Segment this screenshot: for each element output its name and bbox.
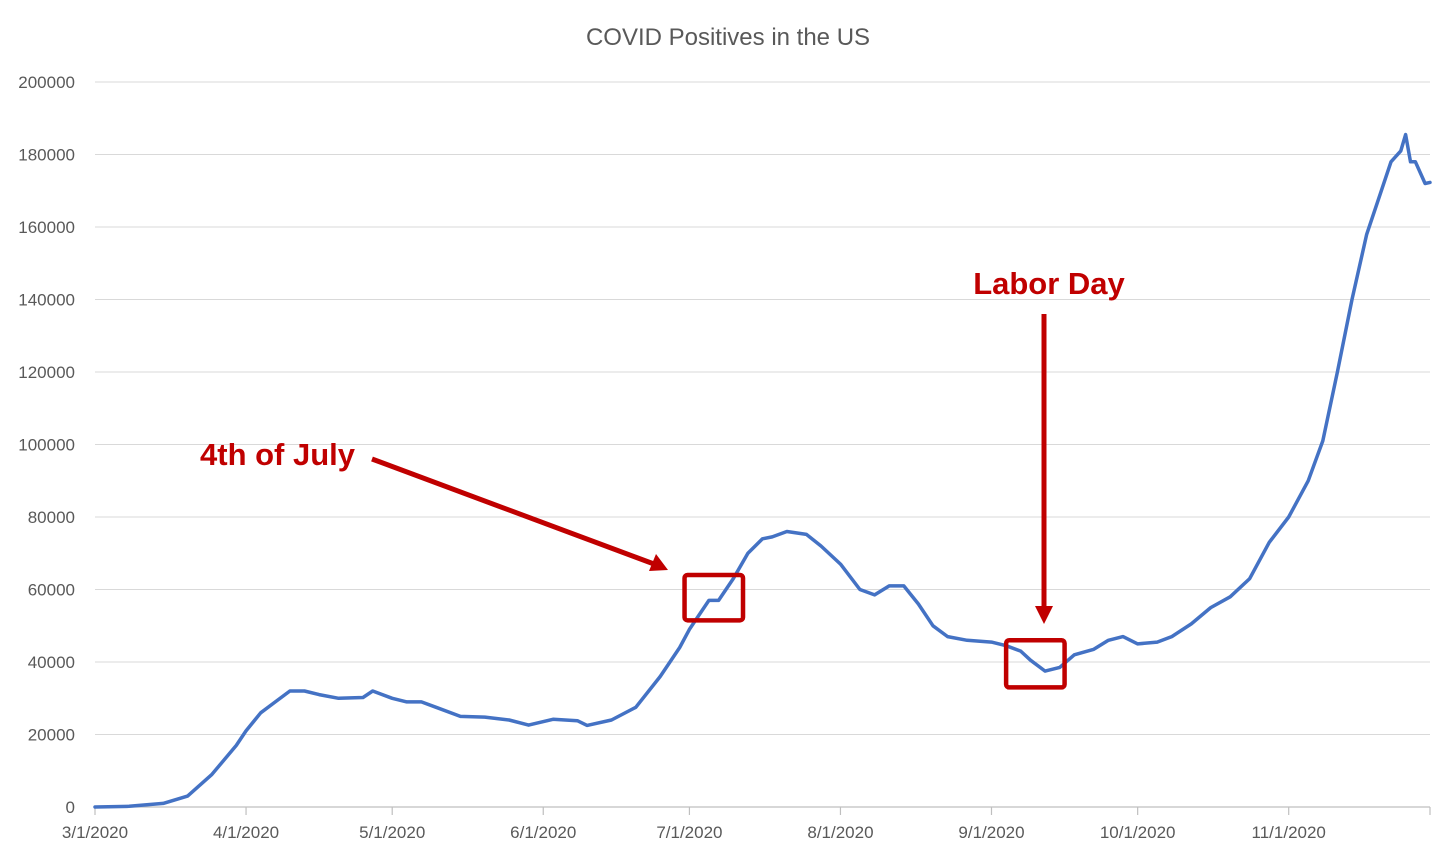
annotation-4th-of-july-label: 4th of July	[200, 437, 356, 472]
annotation-4th-of-july-box	[682, 572, 746, 623]
y-tick-label: 80000	[28, 508, 75, 527]
annotation-labor-day-arrowhead	[1035, 606, 1053, 624]
y-tick-label: 100000	[18, 436, 75, 455]
y-tick-label: 180000	[18, 146, 75, 165]
x-tick-label: 7/1/2020	[656, 823, 722, 842]
series-line	[93, 132, 1432, 809]
annotation-labor-day-box	[1003, 638, 1067, 690]
x-tick-label: 10/1/2020	[1100, 823, 1176, 842]
annotation-4th-of-july-arrow	[371, 456, 655, 567]
x-tick-label: 8/1/2020	[807, 823, 873, 842]
y-tick-label: 160000	[18, 218, 75, 237]
x-tick-label: 5/1/2020	[359, 823, 425, 842]
x-tick-label: 4/1/2020	[213, 823, 279, 842]
y-tick-labels: 0 20000 40000 60000 80000 100000 120000 140000 1…	[18, 73, 75, 817]
annotations: 4th of July Labor Day	[200, 266, 1126, 690]
series-group	[93, 132, 1432, 809]
y-tick-label: 40000	[28, 653, 75, 672]
y-tick-label: 200000	[18, 73, 75, 92]
annotation-labor-day-label: Labor Day	[973, 266, 1125, 301]
gridlines	[95, 81, 1430, 808]
annotation-4th-of-july-arrowhead	[649, 554, 668, 571]
x-tick-label: 9/1/2020	[958, 823, 1024, 842]
x-tick-label: 6/1/2020	[510, 823, 576, 842]
x-tick-labels: 3/1/2020 4/1/2020 5/1/2020 6/1/2020 7/1/2020…	[62, 807, 1431, 842]
y-tick-label: 140000	[18, 291, 75, 310]
x-tick-label: 11/1/2020	[1252, 823, 1326, 842]
y-tick-label: 0	[66, 798, 75, 817]
y-tick-label: 120000	[18, 363, 75, 382]
y-tick-label: 20000	[28, 726, 75, 745]
x-tick-label: 3/1/2020	[62, 823, 128, 842]
y-tick-label: 60000	[28, 581, 75, 600]
chart-title: COVID Positives in the US	[586, 24, 870, 51]
